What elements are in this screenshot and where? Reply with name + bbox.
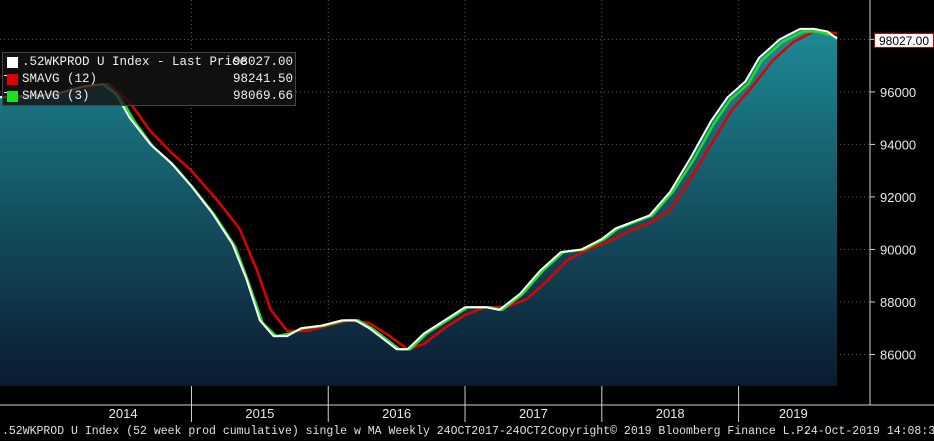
last-price-tag: 98027.00 — [874, 33, 934, 48]
legend-tree-line — [4, 75, 9, 76]
legend-tree-line — [4, 92, 9, 93]
y-axis-ticks: 86000880009000092000940009600098000 — [870, 32, 916, 362]
x-axis-ticks: 2014 2015 2016 2017 2018 2019 — [109, 386, 808, 422]
y-tick-label: 92000 — [880, 190, 916, 205]
x-tick-label: 2016 — [382, 406, 411, 421]
legend-label: SMAVG (12) — [22, 72, 98, 86]
legend-item-smavg-12: SMAVG (12) 98241.50 — [4, 71, 293, 88]
y-tick-label: 96000 — [880, 85, 916, 100]
legend-label: SMAVG (3) — [22, 89, 90, 103]
chart-footer: .52WKPROD U Index (52 week prod cumulati… — [0, 422, 934, 441]
legend-swatch-white — [7, 57, 18, 68]
series-line-smavg-12 — [0, 30, 838, 351]
chart-legend: .52WKPROD U Index - Last Price 98027.00 … — [2, 52, 296, 106]
series-line-last-price — [0, 27, 838, 351]
x-tick-label: 2017 — [519, 406, 548, 421]
line-chart: 86000880009000092000940009600098000 2014… — [0, 0, 934, 422]
legend-value: 98027.00 — [232, 55, 293, 69]
legend-label: .52WKPROD U Index - Last Price — [22, 55, 248, 69]
legend-swatch-green — [7, 91, 18, 102]
footer-description: .52WKPROD U Index (52 week prod cumulati… — [2, 425, 548, 438]
legend-swatch-red — [7, 74, 18, 85]
price-area-fill — [0, 28, 838, 387]
y-tick-label: 86000 — [880, 347, 916, 362]
series-lines — [0, 27, 838, 351]
x-tick-label: 2015 — [245, 406, 274, 421]
y-tick-label: 94000 — [880, 137, 916, 152]
x-tick-label: 2014 — [109, 406, 138, 421]
legend-item-last-price: .52WKPROD U Index - Last Price 98027.00 — [7, 54, 293, 71]
y-tick-label: 88000 — [880, 295, 916, 310]
x-tick-label: 2018 — [656, 406, 685, 421]
footer-copyright: Copyright© 2019 Bloomberg Finance L.P. — [548, 425, 811, 438]
legend-value: 98241.50 — [232, 72, 293, 86]
legend-item-smavg-3: SMAVG (3) 98069.66 — [4, 88, 293, 105]
x-tick-label: 2019 — [779, 406, 808, 421]
footer-timestamp: 24-Oct-2019 14:08:38 — [804, 425, 934, 438]
legend-value: 98069.66 — [232, 89, 293, 103]
y-tick-label: 90000 — [880, 242, 916, 257]
